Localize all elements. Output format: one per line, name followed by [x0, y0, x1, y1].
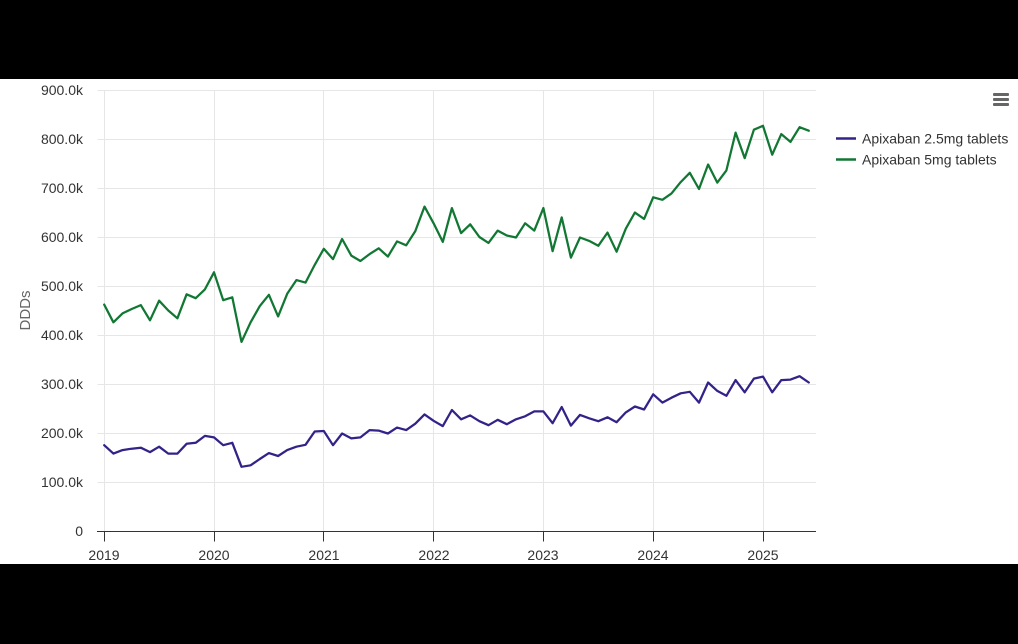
svg-text:2021: 2021 — [308, 547, 339, 563]
svg-text:DDDs: DDDs — [17, 291, 34, 331]
svg-text:100.0k: 100.0k — [41, 474, 84, 490]
svg-text:Apixaban 2.5mg tablets: Apixaban 2.5mg tablets — [862, 131, 1008, 147]
svg-text:2025: 2025 — [747, 547, 778, 563]
svg-text:500.0k: 500.0k — [41, 278, 84, 294]
svg-text:300.0k: 300.0k — [41, 376, 84, 392]
svg-text:2019: 2019 — [88, 547, 119, 563]
svg-text:600.0k: 600.0k — [41, 229, 84, 245]
svg-text:400.0k: 400.0k — [41, 327, 84, 343]
svg-text:Apixaban 5mg tablets: Apixaban 5mg tablets — [862, 152, 997, 168]
svg-text:0: 0 — [75, 523, 83, 539]
svg-text:2022: 2022 — [418, 547, 449, 563]
svg-text:800.0k: 800.0k — [41, 131, 84, 147]
svg-text:700.0k: 700.0k — [41, 180, 84, 196]
svg-text:2023: 2023 — [527, 547, 558, 563]
svg-text:2020: 2020 — [198, 547, 229, 563]
svg-text:2024: 2024 — [637, 547, 668, 563]
svg-text:900.0k: 900.0k — [41, 82, 84, 98]
svg-text:200.0k: 200.0k — [41, 425, 84, 441]
